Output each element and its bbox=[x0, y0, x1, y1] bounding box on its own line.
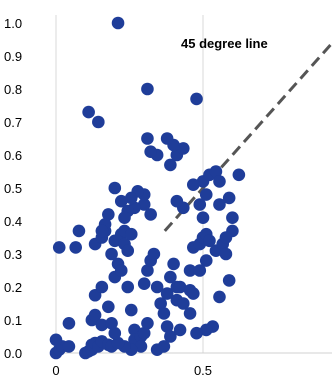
data-point bbox=[141, 317, 154, 330]
y-tick-label: 0.4 bbox=[4, 214, 22, 229]
data-point bbox=[190, 326, 203, 340]
data-point bbox=[137, 198, 151, 211]
data-point bbox=[157, 307, 171, 320]
data-point bbox=[144, 145, 157, 158]
y-tick-label: 0.6 bbox=[4, 148, 22, 163]
data-point bbox=[154, 297, 167, 310]
data-point bbox=[232, 168, 246, 182]
y-tick-label: 0.7 bbox=[4, 115, 22, 130]
data-point bbox=[186, 287, 200, 300]
data-point bbox=[160, 320, 174, 333]
data-point bbox=[92, 115, 105, 129]
data-point bbox=[177, 297, 190, 310]
data-point bbox=[213, 290, 226, 304]
data-point bbox=[62, 317, 76, 330]
y-tick-label: 0.2 bbox=[4, 280, 22, 295]
data-point bbox=[137, 277, 151, 291]
data-point bbox=[199, 323, 213, 337]
data-point bbox=[111, 336, 125, 350]
data-point bbox=[183, 264, 197, 277]
data-point bbox=[196, 211, 210, 224]
data-point bbox=[124, 303, 138, 317]
data-point bbox=[203, 234, 216, 248]
data-point bbox=[222, 274, 236, 287]
data-point bbox=[95, 224, 109, 238]
data-point bbox=[177, 142, 190, 155]
y-tick-label: 0.1 bbox=[4, 313, 22, 328]
data-point bbox=[69, 241, 82, 254]
y-axis-ticks: 0.0 0.1 0.2 0.3 0.4 0.5 0.6 0.7 0.8 0.9 1.0 bbox=[4, 16, 22, 361]
y-tick-label: 0.5 bbox=[4, 181, 22, 196]
data-point bbox=[219, 247, 233, 261]
data-point bbox=[114, 264, 128, 277]
y-tick-label: 0.3 bbox=[4, 247, 22, 262]
data-point bbox=[164, 270, 177, 284]
data-point bbox=[160, 132, 174, 145]
data-point bbox=[62, 340, 76, 353]
data-point bbox=[173, 323, 187, 337]
data-point bbox=[111, 16, 125, 30]
data-point bbox=[72, 224, 86, 238]
x-tick-label: 0 bbox=[52, 363, 59, 378]
data-point bbox=[219, 231, 233, 244]
data-point bbox=[190, 92, 203, 106]
data-point bbox=[49, 333, 63, 347]
data-point bbox=[167, 257, 180, 271]
data-point bbox=[121, 280, 135, 294]
data-point bbox=[141, 132, 154, 145]
data-point bbox=[88, 308, 102, 322]
data-point bbox=[134, 340, 148, 353]
data-point bbox=[199, 254, 213, 267]
reference-line-label: 45 degree line bbox=[181, 36, 268, 51]
x-tick-label: 0.5 bbox=[194, 363, 212, 378]
data-point bbox=[52, 241, 66, 254]
data-point bbox=[95, 280, 109, 294]
y-tick-label: 0.9 bbox=[4, 49, 22, 64]
data-point bbox=[102, 208, 115, 221]
data-point bbox=[173, 280, 187, 294]
data-point bbox=[213, 198, 226, 211]
y-tick-label: 1.0 bbox=[4, 16, 22, 31]
data-point bbox=[108, 181, 122, 195]
data-point bbox=[193, 198, 207, 211]
data-point bbox=[150, 280, 164, 294]
data-point bbox=[137, 326, 151, 340]
data-point bbox=[121, 244, 135, 257]
data-point bbox=[118, 211, 131, 224]
data-point bbox=[141, 82, 154, 96]
data-point bbox=[82, 105, 95, 119]
data-point bbox=[124, 191, 138, 205]
data-point bbox=[199, 188, 213, 201]
data-point bbox=[164, 330, 177, 343]
data-point bbox=[95, 318, 109, 332]
data-point bbox=[124, 227, 138, 241]
data-point bbox=[183, 307, 197, 320]
data-point bbox=[213, 175, 226, 188]
reference-line-45-degree bbox=[163, 42, 332, 232]
data-point bbox=[160, 287, 174, 300]
data-point bbox=[105, 247, 118, 261]
data-point bbox=[170, 194, 184, 208]
data-point bbox=[193, 264, 207, 277]
data-point bbox=[226, 211, 239, 224]
data-points bbox=[49, 16, 246, 360]
data-point bbox=[102, 300, 115, 314]
data-point bbox=[108, 326, 122, 340]
data-point bbox=[141, 264, 154, 277]
data-point bbox=[147, 247, 161, 261]
y-tick-label: 0.8 bbox=[4, 82, 22, 97]
data-point bbox=[144, 208, 157, 221]
y-tick-label: 0.0 bbox=[4, 346, 22, 361]
data-point bbox=[105, 317, 118, 330]
data-point bbox=[150, 343, 164, 357]
data-point bbox=[209, 165, 223, 178]
data-point bbox=[114, 194, 128, 208]
x-axis-ticks: 0 0.5 bbox=[52, 363, 212, 378]
data-point bbox=[164, 158, 177, 172]
data-point bbox=[222, 191, 236, 205]
data-point bbox=[186, 178, 200, 191]
